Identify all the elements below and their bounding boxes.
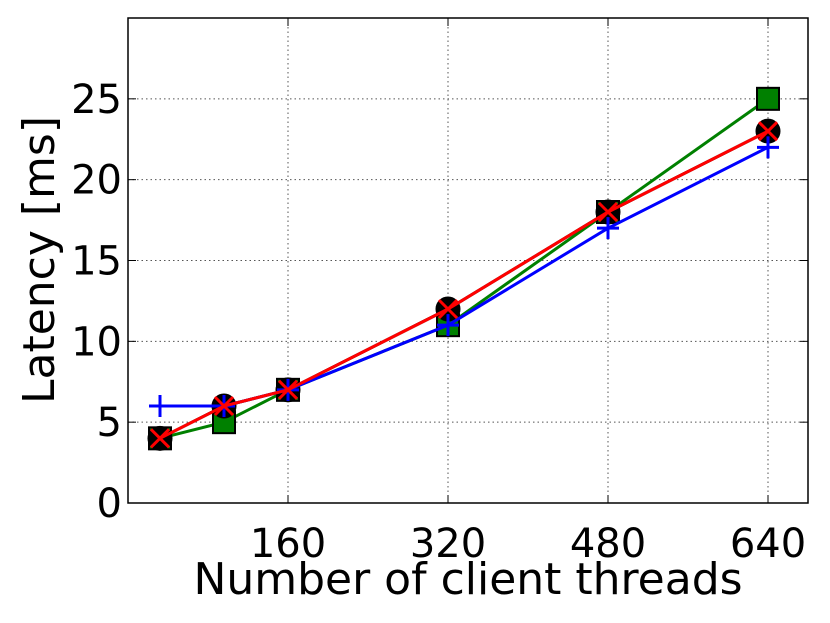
marker	[437, 314, 459, 337]
marker	[597, 217, 619, 240]
y-tick-label: 0	[97, 481, 122, 527]
marker	[597, 201, 619, 223]
marker	[757, 121, 779, 142]
marker	[437, 298, 459, 320]
y-tick-label: 10	[71, 319, 122, 365]
y-tick-label: 5	[97, 400, 122, 446]
x-tick-label: 640	[730, 521, 806, 567]
marker	[149, 395, 171, 417]
marker	[277, 379, 299, 400]
series-line	[159, 97, 769, 440]
marker	[756, 86, 780, 111]
marker	[757, 136, 779, 159]
marker	[149, 428, 171, 449]
x-tick-label: 320	[410, 521, 486, 567]
series-line	[159, 129, 769, 440]
y-tick-label: 20	[71, 158, 122, 204]
series-line	[160, 145, 769, 408]
plot-frame	[127, 17, 809, 504]
x-axis-label: Number of client threads	[193, 554, 742, 605]
y-tick-label: 15	[71, 239, 122, 285]
marker	[213, 395, 235, 417]
y-axis-label: Latency [ms]	[14, 116, 65, 404]
y-tick-label: 25	[71, 77, 122, 123]
x-tick-label: 160	[250, 521, 326, 567]
x-tick-label: 480	[570, 521, 646, 567]
